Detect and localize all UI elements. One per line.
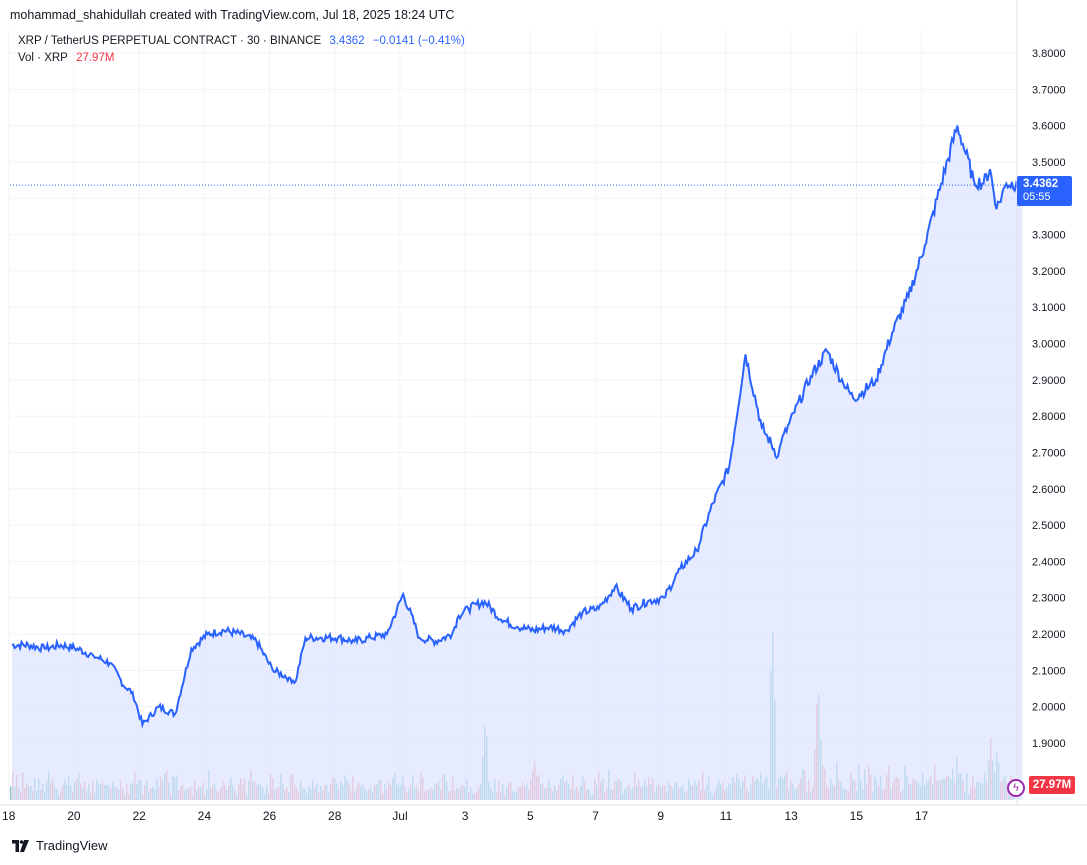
x-tick-label: 18: [2, 809, 16, 823]
price-tag-value: 3.4362: [1023, 178, 1059, 190]
volume-label: Vol · XRP: [18, 52, 68, 64]
x-tick-label: 28: [328, 809, 342, 823]
x-tick-label: 20: [67, 809, 81, 823]
tradingview-logo-icon: [12, 839, 29, 852]
x-tick-label: 7: [592, 809, 599, 823]
x-tick-label: 13: [784, 809, 798, 823]
y-tick-label: 2.3000: [1032, 593, 1066, 605]
brand-name: TradingView: [36, 838, 108, 853]
attribution-header: mohammad_shahidullah created with Tradin…: [10, 8, 455, 22]
x-tick-label: 26: [263, 809, 277, 823]
y-tick-label: 3.6000: [1032, 121, 1066, 133]
footer-brand[interactable]: TradingView: [12, 838, 108, 853]
x-tick-label: Jul: [392, 809, 407, 823]
price-axis: 1.9000 2.0000 2.1000 2.2000 2.3000 2.4000 2.50…: [1016, 0, 1066, 805]
volume-value: 27.97M: [76, 52, 115, 64]
y-tick-label: 2.0000: [1032, 702, 1066, 714]
volume-legend[interactable]: Vol · XRP 27.97M: [18, 52, 119, 64]
x-tick-label: 3: [462, 809, 469, 823]
price-tag-countdown: 05:55: [1023, 191, 1051, 203]
symbol-legend[interactable]: XRP / TetherUS PERPETUAL CONTRACT · 30 ·…: [18, 35, 470, 47]
y-tick-label: 3.1000: [1032, 302, 1066, 314]
y-tick-label: 3.2000: [1032, 266, 1066, 278]
y-tick-label: 2.2000: [1032, 629, 1066, 641]
x-tick-label: 17: [915, 809, 929, 823]
y-tick-label: 2.8000: [1032, 411, 1066, 423]
y-tick-label: 2.4000: [1032, 556, 1066, 568]
y-tick-label: 3.7000: [1032, 84, 1066, 96]
price-line: [11, 125, 1024, 729]
y-tick-label: 2.6000: [1032, 484, 1066, 496]
symbol-title: XRP / TetherUS PERPETUAL CONTRACT · 30 ·…: [18, 35, 322, 47]
last-price-value: 3.4362: [329, 35, 365, 47]
y-tick-label: 3.5000: [1032, 157, 1066, 169]
y-tick-label: 3.0000: [1032, 339, 1066, 351]
volume-tag: 27.97M: [1029, 776, 1075, 794]
time-axis: 18 20 22 24 26 28 Jul 3 5 7 9 11 13 15 17: [0, 804, 1087, 823]
lightning-icon[interactable]: ϟ: [1007, 779, 1025, 797]
volume-bar: [10, 786, 12, 800]
x-tick-label: 5: [527, 809, 534, 823]
y-tick-label: 2.1000: [1032, 665, 1066, 677]
price-tag: 3.4362 05:55: [1017, 176, 1072, 206]
x-tick-label: 22: [132, 809, 146, 823]
y-tick-label: 1.9000: [1032, 738, 1066, 750]
y-tick-label: 2.9000: [1032, 375, 1066, 387]
y-tick-label: 3.3000: [1032, 230, 1066, 242]
x-tick-label: 11: [720, 809, 733, 823]
y-tick-label: 2.5000: [1032, 520, 1066, 532]
y-tick-label: 3.8000: [1032, 48, 1066, 60]
x-tick-label: 24: [198, 809, 212, 823]
x-tick-label: 9: [657, 809, 664, 823]
price-area-fill: [12, 125, 1023, 801]
y-tick-label: 2.7000: [1032, 447, 1066, 459]
price-change-value: −0.0141 (−0.41%): [372, 35, 465, 47]
x-tick-label: 15: [850, 809, 864, 823]
